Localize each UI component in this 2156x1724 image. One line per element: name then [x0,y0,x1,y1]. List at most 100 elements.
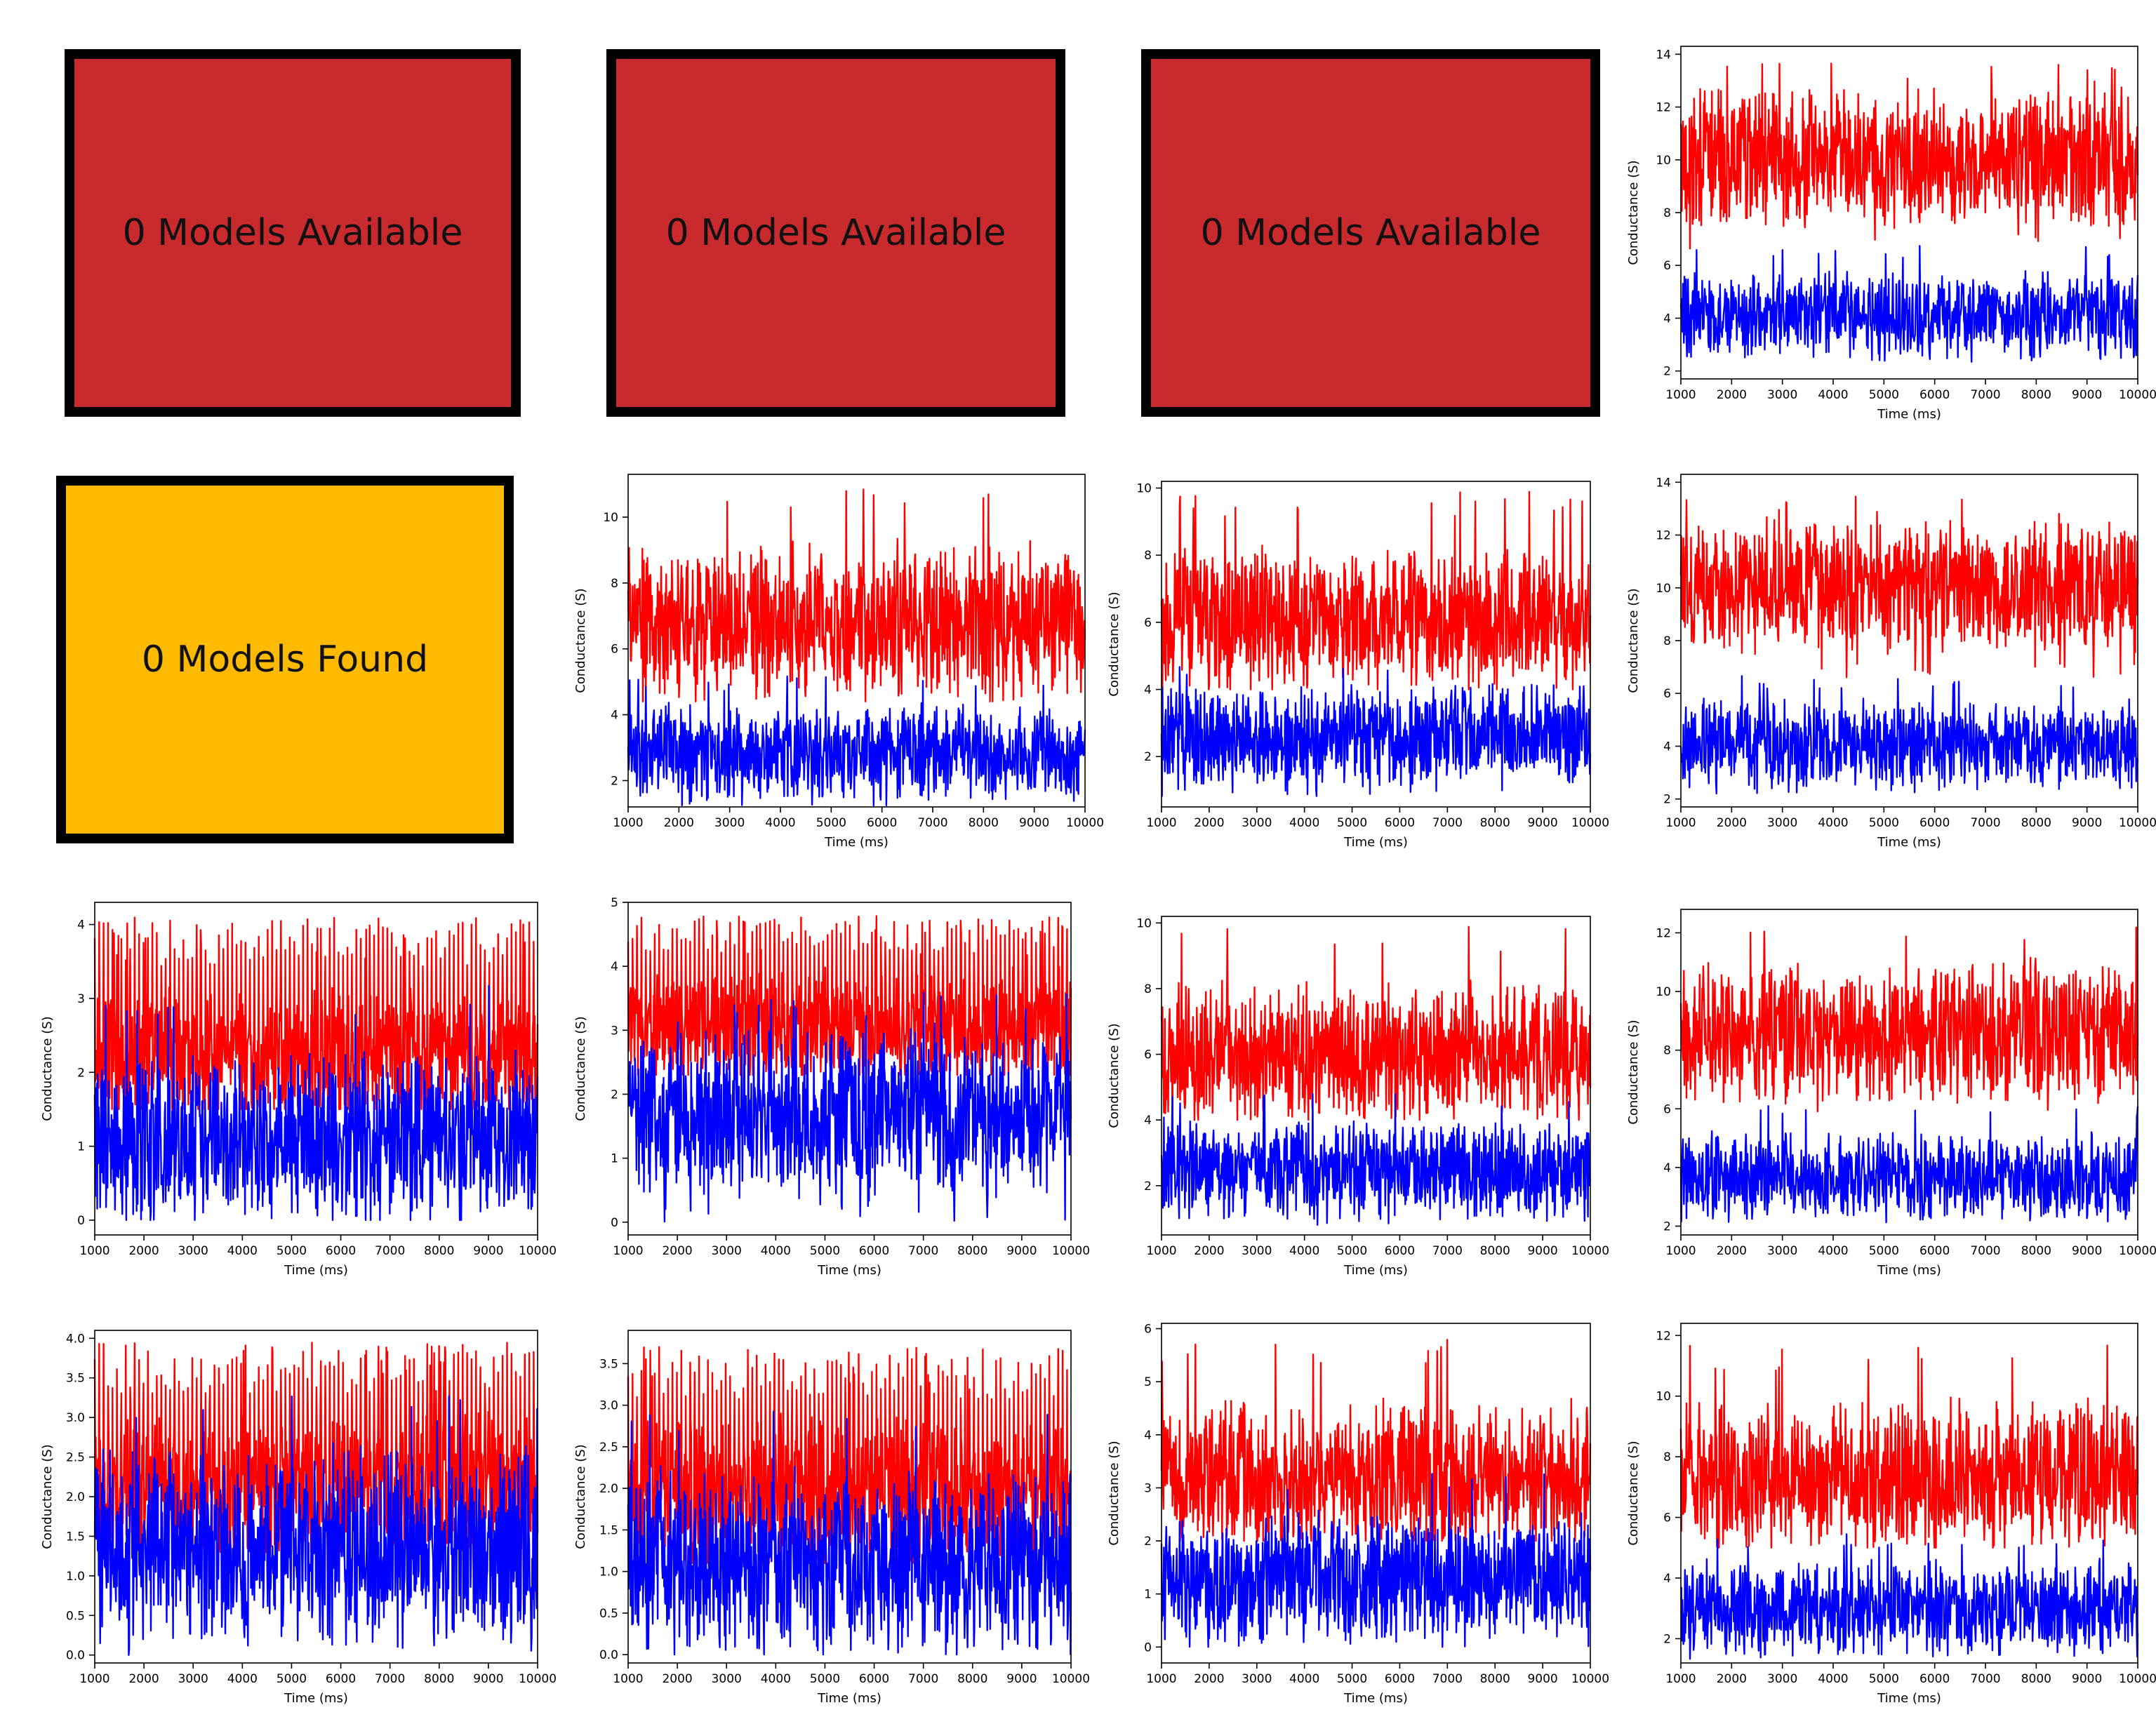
y-axis-label: Conductance (S) [1626,1441,1641,1545]
x-tick-label: 10000 [1052,1244,1090,1258]
series-line [93,916,539,1111]
x-tick-label: 5000 [1869,1244,1899,1258]
y-tick-label: 2.0 [599,1482,618,1496]
y-tick-label: 3.5 [66,1372,85,1386]
conductance-chart: 1000 2000 3000 4000 5000 6000 7000 8000 9000 1000… [561,1319,1090,1712]
x-tick-label: 2000 [1717,816,1747,830]
status-box-models-available: 0 Models Available [1141,49,1600,417]
y-tick-label: 4 [77,918,85,933]
y-tick-label: 1 [77,1140,85,1154]
x-axis-label: Time (ms) [284,1691,348,1706]
x-tick-label: 6000 [1919,1244,1950,1258]
x-axis-label: Time (ms) [1877,407,1941,422]
y-tick-label: 1.5 [599,1523,618,1537]
series-line [1679,675,2139,795]
x-tick-label: 9000 [2072,816,2102,830]
y-tick-label: 10 [1656,1390,1671,1404]
x-tick-label: 3000 [1767,816,1797,830]
x-tick-label: 1000 [613,816,643,830]
x-tick-label: 4000 [1818,1672,1848,1686]
x-tick-label: 5000 [1869,1672,1899,1686]
y-axis-label: Conductance (S) [1107,592,1122,696]
y-tick-label: 1 [611,1152,618,1166]
x-tick-label: 1000 [1146,816,1176,830]
series-line [93,1395,539,1656]
y-axis-label: Conductance (S) [573,1444,588,1549]
y-tick-label: 2 [1663,793,1671,807]
y-tick-label: 12 [1656,529,1671,543]
series-line [1160,1473,1592,1648]
y-axis-label: Conductance (S) [1107,1023,1122,1128]
chart-svg: 1000 2000 3000 4000 5000 6000 7000 8000 9000 1000… [1626,474,2156,850]
x-tick-label: 10000 [1066,816,1104,830]
x-tick-label: 3000 [1767,388,1797,402]
status-box-models-available: 0 Models Available [606,49,1065,417]
x-tick-label: 9000 [473,1244,503,1258]
y-tick-label: 5 [1144,1375,1152,1389]
y-tick-label: 4.0 [66,1332,85,1346]
x-tick-label: 6000 [1385,816,1415,830]
y-tick-label: 10 [1656,582,1671,596]
y-tick-label: 6 [1144,1323,1152,1337]
series-line [1160,490,1592,690]
x-tick-label: 9000 [2072,388,2102,402]
y-tick-label: 3 [1144,1481,1152,1495]
x-tick-label: 4000 [765,816,795,830]
x-tick-label: 5000 [1337,1672,1367,1686]
x-tick-label: 7000 [1432,1672,1463,1686]
x-tick-label: 10000 [519,1244,557,1258]
y-tick-label: 12 [1656,101,1671,115]
y-axis-label: Conductance (S) [1626,160,1641,265]
status-box-label: 0 Models Available [1200,212,1541,254]
y-tick-label: 4 [1663,740,1671,754]
x-tick-label: 1000 [613,1672,643,1686]
series-line [627,1410,1072,1656]
x-axis-label: Time (ms) [1343,1263,1408,1278]
y-tick-label: 1 [1144,1588,1152,1602]
conductance-chart: 1000 2000 3000 4000 5000 6000 7000 8000 9000 1000… [1614,898,2156,1284]
x-axis-label: Time (ms) [1343,835,1408,850]
y-tick-label: 1.5 [66,1530,85,1544]
plot-frame [1161,481,1591,808]
series-line [627,1346,1072,1564]
x-tick-label: 10000 [519,1672,557,1686]
x-tick-label: 8000 [1480,1672,1510,1686]
x-tick-label: 9000 [1527,816,1557,830]
conductance-chart: 1000 2000 3000 4000 5000 6000 7000 8000 9000 1000… [1095,470,1609,856]
y-tick-label: 0.0 [599,1648,618,1662]
conductance-chart: 1000 2000 3000 4000 5000 6000 7000 8000 9000 1000… [561,891,1090,1284]
y-tick-label: 2 [1144,1180,1152,1194]
x-tick-label: 7000 [1970,388,2000,402]
y-axis-label: Conductance (S) [1626,588,1641,693]
x-tick-label: 1000 [79,1244,109,1258]
x-axis-label: Time (ms) [1877,1691,1941,1706]
y-tick-label: 4 [1663,1161,1671,1175]
y-tick-label: 5 [611,896,618,910]
x-tick-label: 7000 [1970,816,2000,830]
chart-svg: 1000 2000 3000 4000 5000 6000 7000 8000 9000 1000… [573,474,1104,850]
y-tick-label: 3 [611,1024,618,1038]
y-tick-label: 1.0 [66,1570,85,1584]
y-tick-label: 6 [1144,1048,1152,1062]
status-box-label: 0 Models Available [122,212,463,254]
x-tick-label: 4000 [1289,1672,1319,1686]
chart-svg: 1000 2000 3000 4000 5000 6000 7000 8000 9000 1000… [1107,481,1609,850]
x-tick-label: 5000 [1337,1244,1367,1258]
x-tick-label: 5000 [810,1244,840,1258]
x-tick-label: 3000 [1767,1672,1797,1686]
y-tick-label: 2 [1144,750,1152,764]
x-tick-label: 2000 [1717,388,1747,402]
x-axis-label: Time (ms) [1343,1691,1408,1706]
y-tick-label: 4 [611,709,618,723]
y-tick-label: 6 [1663,259,1671,273]
x-tick-label: 4000 [227,1244,258,1258]
x-tick-label: 7000 [917,816,947,830]
x-tick-label: 1000 [79,1672,109,1686]
x-tick-label: 4000 [227,1672,258,1686]
chart-svg: 1000 2000 3000 4000 5000 6000 7000 8000 9000 1000… [1107,916,1609,1278]
y-tick-label: 8 [1663,206,1671,220]
x-tick-label: 8000 [1480,816,1510,830]
series-line [1679,1344,2139,1549]
y-tick-label: 2.5 [599,1441,618,1455]
x-tick-label: 4000 [1289,1244,1319,1258]
